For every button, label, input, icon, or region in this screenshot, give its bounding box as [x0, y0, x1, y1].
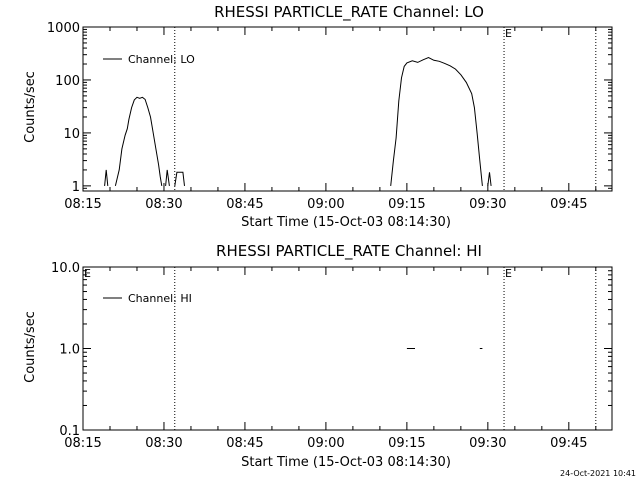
ylabel-hi: Counts/sec [23, 311, 38, 383]
x-tick-label-hi: 09:00 [307, 436, 344, 451]
y-tick-label-lo: 100 [55, 74, 80, 89]
legend-lo: Channel: LO [103, 53, 195, 66]
panel-lo: RHESSI PARTICLE_RATE Channel: LO Counts/… [23, 3, 613, 230]
series-line-lo [487, 172, 492, 186]
chart-title-hi: RHESSI PARTICLE_RATE Channel: HI [216, 242, 482, 261]
y-tick-label-hi: 10.0 [51, 261, 80, 276]
y-tick-label-hi: 0.1 [59, 424, 80, 439]
marker-label-hi: E [84, 267, 91, 280]
chart-title-lo: RHESSI PARTICLE_RATE Channel: LO [214, 3, 484, 22]
legend-label-hi: Channel: HI [128, 292, 192, 305]
y-tick-label-lo: 1 [72, 180, 80, 195]
timestamp: 24-Oct-2021 10:41 [560, 469, 636, 478]
ylabel-lo: Counts/sec [23, 71, 38, 143]
legend-label-lo: Channel: LO [128, 53, 195, 66]
panel-hi: RHESSI PARTICLE_RATE Channel: HI Counts/… [23, 242, 613, 470]
series-line-lo [165, 169, 170, 186]
x-tick-label-hi: 08:15 [64, 436, 101, 451]
x-tick-label-lo: 09:30 [469, 197, 506, 212]
y-tick-label-lo: 10 [63, 127, 80, 142]
marker-label-lo: E [505, 27, 512, 40]
marker-label-hi: E [505, 267, 512, 280]
x-tick-label-lo: 08:30 [145, 197, 182, 212]
x-tick-label-lo: 09:15 [388, 197, 425, 212]
x-tick-label-lo: 08:45 [226, 197, 263, 212]
series-line-lo [104, 169, 109, 186]
series-line-lo [114, 96, 163, 187]
xlabel-hi: Start Time (15-Oct-03 08:14:30) [241, 455, 451, 470]
x-tick-label-hi: 09:30 [469, 436, 506, 451]
series-line-lo [390, 56, 483, 186]
x-tick-label-lo: 08:15 [64, 197, 101, 212]
legend-hi: Channel: HI [103, 292, 192, 305]
x-tick-label-hi: 08:45 [226, 436, 263, 451]
series-line-lo [174, 171, 185, 186]
x-tick-label-hi: 08:30 [145, 436, 182, 451]
y-tick-label-lo: 1000 [47, 21, 80, 36]
x-tick-label-lo: 09:45 [550, 197, 587, 212]
x-tick-label-lo: 09:00 [307, 197, 344, 212]
xlabel-lo: Start Time (15-Oct-03 08:14:30) [241, 215, 451, 230]
plot-frame-lo [82, 26, 613, 192]
y-tick-label-hi: 1.0 [59, 343, 80, 358]
x-tick-label-hi: 09:45 [550, 436, 587, 451]
x-tick-label-hi: 09:15 [388, 436, 425, 451]
